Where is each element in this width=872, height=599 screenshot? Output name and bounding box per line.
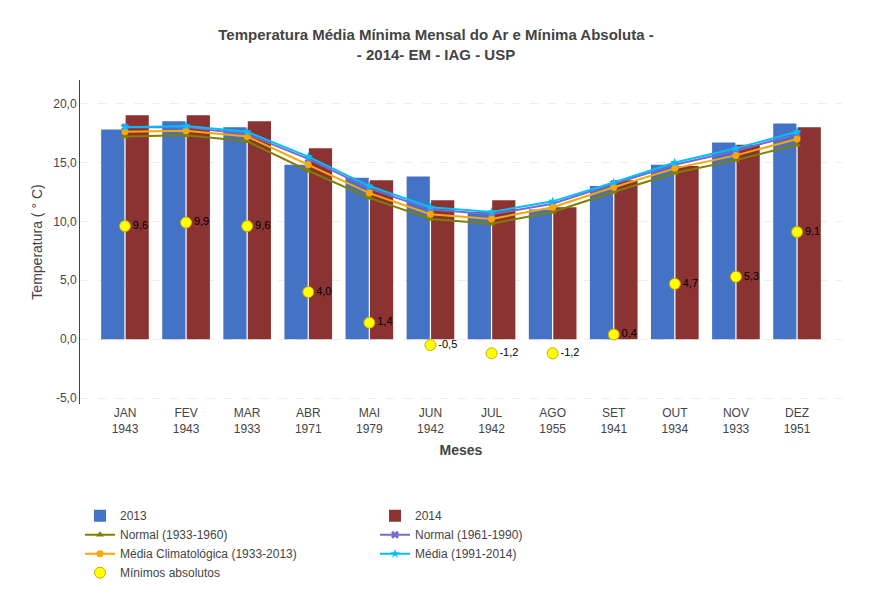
svg-text:SET1941: SET1941 — [600, 406, 627, 436]
svg-text:JAN1943: JAN1943 — [112, 406, 139, 436]
svg-text:-1,2: -1,2 — [561, 346, 580, 358]
svg-text:9,1: 9,1 — [805, 225, 820, 237]
svg-text:AGO1955: AGO1955 — [539, 406, 566, 436]
svg-text:Temperatura ( ° C): Temperatura ( ° C) — [29, 184, 45, 299]
svg-text:DEZ1951: DEZ1951 — [784, 406, 811, 436]
svg-text:Mínimos absolutos: Mínimos absolutos — [120, 566, 220, 580]
svg-text:-5,0: -5,0 — [56, 391, 77, 405]
svg-text:-0,5: -0,5 — [438, 338, 457, 350]
svg-text:15,0: 15,0 — [53, 156, 77, 170]
svg-text:MAR1933: MAR1933 — [234, 406, 261, 436]
svg-text:4,0: 4,0 — [316, 285, 331, 297]
svg-text:Meses: Meses — [440, 442, 483, 458]
svg-text:9,6: 9,6 — [133, 219, 148, 231]
svg-text:Temperatura Média Mínima Mensa: Temperatura Média Mínima Mensal do Ar e … — [218, 26, 653, 63]
svg-text:OUT1934: OUT1934 — [661, 406, 688, 436]
svg-text:FEV1943: FEV1943 — [173, 406, 200, 436]
svg-text:Normal (1933-1960): Normal (1933-1960) — [120, 528, 227, 542]
svg-text:1,4: 1,4 — [377, 315, 392, 327]
svg-text:10,0: 10,0 — [53, 215, 77, 229]
svg-text:JUN1942: JUN1942 — [417, 406, 444, 436]
svg-text:2013: 2013 — [120, 509, 147, 523]
svg-text:4,7: 4,7 — [683, 277, 698, 289]
svg-text:Normal (1961-1990): Normal (1961-1990) — [415, 528, 522, 542]
svg-text:5,0: 5,0 — [60, 273, 77, 287]
svg-text:20,0: 20,0 — [53, 97, 77, 111]
svg-text:MAI1979: MAI1979 — [356, 406, 383, 436]
svg-text:-1,2: -1,2 — [499, 346, 518, 358]
svg-text:9,9: 9,9 — [194, 215, 209, 227]
svg-text:9,6: 9,6 — [255, 219, 270, 231]
svg-text:ABR1971: ABR1971 — [295, 406, 322, 436]
svg-text:NOV1933: NOV1933 — [723, 406, 750, 436]
svg-text:0,4: 0,4 — [622, 327, 637, 339]
svg-text:0,0: 0,0 — [60, 332, 77, 346]
svg-text:2014: 2014 — [415, 509, 442, 523]
svg-text:JUL1942: JUL1942 — [478, 406, 505, 436]
svg-text:Média (1991-2014): Média (1991-2014) — [415, 547, 516, 561]
svg-text:Média Climatológica (1933-2013: Média Climatológica (1933-2013) — [120, 547, 297, 561]
svg-text:5,3: 5,3 — [744, 270, 759, 282]
